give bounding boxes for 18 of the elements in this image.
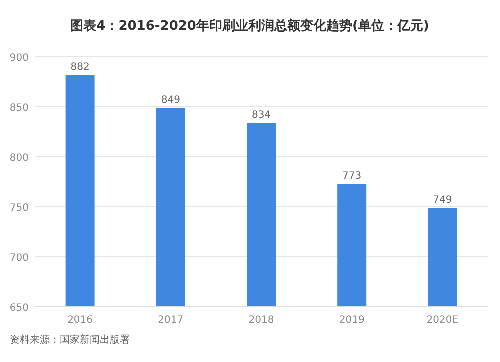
- data-label: 834: [252, 110, 272, 121]
- y-tick-label: 800: [10, 153, 29, 164]
- x-tick-label: 2018: [248, 315, 274, 326]
- y-tick-label: 650: [10, 303, 29, 314]
- data-label: 882: [70, 62, 90, 73]
- y-tick-label: 850: [10, 103, 29, 114]
- y-tick-label: 750: [10, 203, 29, 214]
- data-label: 849: [161, 95, 180, 106]
- chart-title: 图表4：2016-2020年印刷业利润总额变化趋势(单位：亿元): [70, 18, 430, 34]
- x-tick-label: 2020E: [426, 315, 459, 326]
- x-tick-label: 2019: [339, 315, 365, 326]
- text: 资料来源：国家新闻出版署: [10, 334, 130, 346]
- x-tick-label: 2017: [158, 315, 184, 326]
- y-tick-label: 700: [10, 253, 29, 264]
- y-tick-label: 900: [10, 53, 29, 64]
- data-label: 773: [342, 171, 362, 182]
- x-tick-label: 2016: [68, 315, 94, 326]
- data-label: 749: [433, 195, 452, 206]
